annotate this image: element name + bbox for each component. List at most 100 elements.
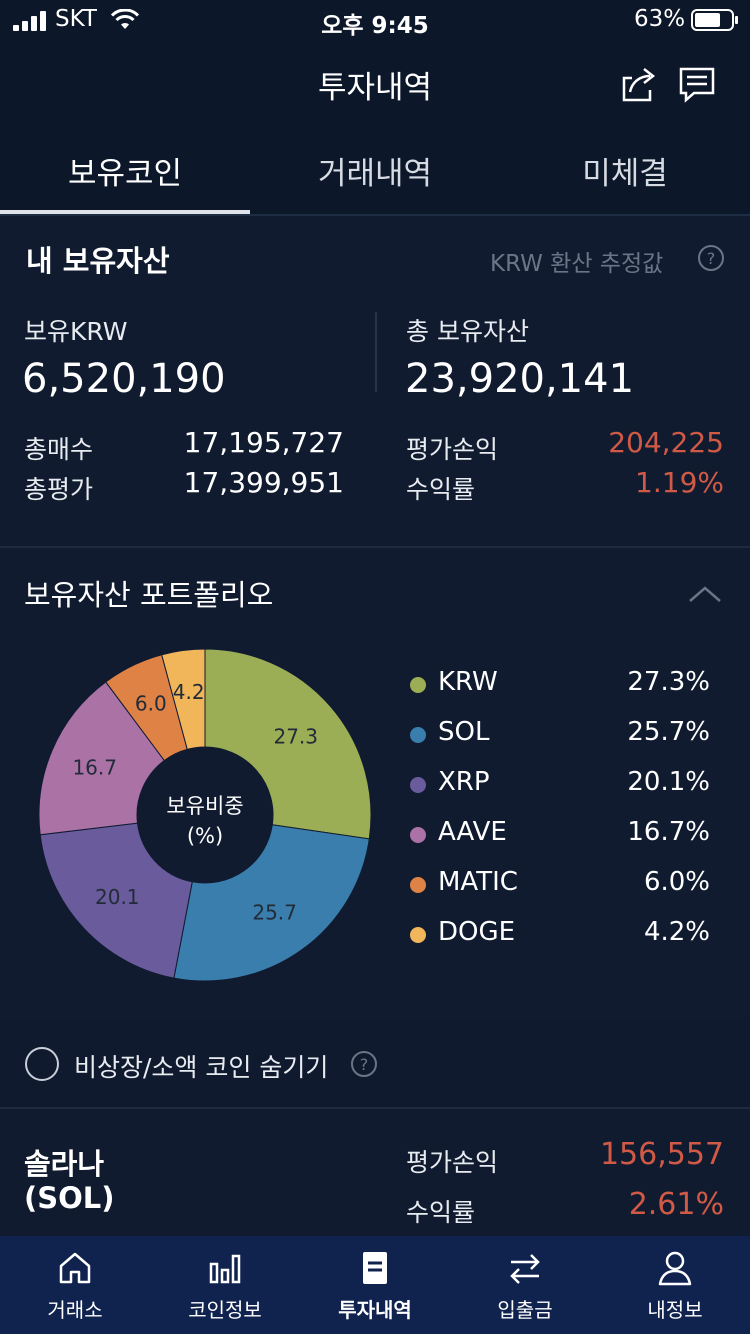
krw-label: 보유KRW — [24, 317, 128, 346]
legend-name: MATIC — [438, 867, 518, 897]
signal-icon — [13, 11, 46, 31]
legend-percent: 25.7% — [627, 717, 710, 747]
nav-investments[interactable]: 투자내역 — [300, 1236, 450, 1334]
legend-item-matic: MATIC 6.0% — [410, 867, 710, 907]
return-rate-label: 수익률 — [406, 475, 476, 504]
legend-percent: 6.0% — [643, 867, 710, 897]
legend-name: DOGE — [438, 917, 516, 947]
coin-pnl-value: 156,557 — [599, 1137, 724, 1172]
slice-label: 27.3 — [273, 724, 318, 748]
portfolio-section: 보유자산 포트폴리오 27.3 25.7 20.1 16.7 6.0 4.2 보유비중 (%)… — [0, 548, 750, 1018]
document-icon — [363, 1252, 387, 1284]
krw-estimate-note: KRW 환산 추정값 — [490, 251, 664, 277]
krw-value: 6,520,190 — [22, 356, 226, 402]
tab-pending[interactable]: 미체결 — [582, 156, 668, 192]
share-icon[interactable] — [618, 64, 658, 104]
header: 투자내역 — [0, 42, 750, 126]
legend-color-dot — [410, 727, 426, 743]
legend-item-krw: KRW 27.3% — [410, 667, 710, 707]
legend-color-dot — [410, 827, 426, 843]
page-title: 투자내역 — [317, 70, 433, 106]
pnl-label: 평가손익 — [406, 435, 499, 464]
legend-color-dot — [410, 777, 426, 793]
hide-small-coins-label[interactable]: 비상장/소액 코인 숨기기 — [74, 1053, 329, 1082]
home-icon — [59, 1252, 91, 1284]
tab-bar: 보유코인 거래내역 미체결 — [0, 126, 750, 216]
legend-percent: 4.2% — [643, 917, 710, 947]
legend-percent: 16.7% — [627, 817, 710, 847]
my-assets-section: 내 보유자산 KRW 환산 추정값 ? 보유KRW 6,520,190 총 보유… — [0, 216, 750, 546]
donut-slice-xrp — [39, 822, 193, 979]
legend-percent: 20.1% — [627, 767, 710, 797]
pnl-value: 204,225 — [608, 426, 724, 459]
section-divider — [0, 1107, 750, 1109]
slice-label: 20.1 — [95, 885, 140, 909]
slice-label: 4.2 — [173, 680, 205, 704]
coin-return-value: 2.61% — [628, 1187, 724, 1222]
slice-label: 6.0 — [135, 691, 167, 715]
help-icon[interactable]: ? — [697, 244, 725, 272]
total-eval-label: 총평가 — [24, 475, 94, 504]
svg-text:?: ? — [360, 1055, 369, 1074]
donut-slice-krw — [204, 648, 372, 840]
checkbox-circle[interactable] — [24, 1046, 60, 1082]
total-assets-value: 23,920,141 — [405, 356, 635, 402]
donut-slice-aave — [38, 681, 166, 836]
nav-label: 거래소 — [47, 1298, 103, 1322]
legend-item-doge: DOGE 4.2% — [410, 917, 710, 957]
nav-label: 코인정보 — [188, 1298, 262, 1322]
total-buy-value: 17,195,727 — [183, 426, 344, 459]
chevron-up-icon[interactable] — [688, 584, 722, 604]
assets-vertical-divider — [375, 312, 377, 392]
nav-label: 투자내역 — [338, 1298, 412, 1322]
donut-slice-sol — [173, 824, 370, 982]
donut-slice-doge — [161, 648, 206, 750]
legend-item-sol: SOL 25.7% — [410, 717, 710, 757]
help-icon[interactable]: ? — [350, 1050, 378, 1078]
active-tab-indicator — [0, 210, 250, 214]
nav-deposit-withdraw[interactable]: 입출금 — [450, 1236, 600, 1334]
legend-name: AAVE — [438, 817, 507, 847]
nav-exchange[interactable]: 거래소 — [0, 1236, 150, 1334]
legend-item-aave: AAVE 16.7% — [410, 817, 710, 857]
total-buy-label: 총매수 — [24, 435, 94, 464]
coin-pnl-label: 평가손익 — [406, 1148, 499, 1177]
legend-item-xrp: XRP 20.1% — [410, 767, 710, 807]
legend-name: SOL — [438, 717, 490, 747]
nav-coin-info[interactable]: 코인정보 — [150, 1236, 300, 1334]
transfer-icon — [510, 1254, 540, 1284]
assets-title: 내 보유자산 — [26, 244, 170, 278]
legend-color-dot — [410, 677, 426, 693]
bottom-nav: 거래소 코인정보 투자내역 입출금 내정보 — [0, 1236, 750, 1334]
battery-icon — [691, 9, 738, 31]
slice-label: 16.7 — [72, 756, 117, 780]
legend-color-dot — [410, 927, 426, 943]
tab-history[interactable]: 거래내역 — [317, 156, 433, 192]
return-rate-value: 1.19% — [635, 466, 724, 499]
coin-symbol: (SOL) — [24, 1181, 115, 1215]
message-icon[interactable] — [678, 66, 716, 104]
legend-name: XRP — [438, 767, 490, 797]
coin-return-label: 수익률 — [406, 1198, 476, 1227]
bar-chart-icon — [209, 1254, 241, 1284]
hide-small-coins-row: 비상장/소액 코인 숨기기 ? — [0, 1018, 750, 1108]
tab-holdings[interactable]: 보유코인 — [67, 156, 183, 192]
svg-text:?: ? — [707, 249, 716, 268]
battery-percent: 63% — [634, 6, 686, 32]
coin-row-sol[interactable]: 솔라나 (SOL) 평가손익 156,557 수익률 2.61% — [0, 1109, 750, 1236]
section-divider — [0, 546, 750, 548]
nav-my-info[interactable]: 내정보 — [600, 1236, 750, 1334]
donut-center-unit: (%) — [187, 824, 223, 848]
slice-label: 25.7 — [252, 901, 297, 925]
total-eval-value: 17,399,951 — [183, 466, 344, 499]
person-icon — [658, 1251, 692, 1286]
legend-percent: 27.3% — [627, 667, 710, 697]
portfolio-donut-chart: 27.3 25.7 20.1 16.7 6.0 4.2 보유비중 (%) — [38, 648, 372, 982]
carrier: SKT — [55, 6, 97, 32]
nav-label: 내정보 — [647, 1298, 703, 1322]
portfolio-title: 보유자산 포트폴리오 — [24, 578, 274, 612]
legend-name: KRW — [438, 667, 498, 697]
status-bar: SKT 오후 9:45 63% — [0, 0, 750, 42]
wifi-icon — [110, 9, 140, 29]
legend-color-dot — [410, 877, 426, 893]
